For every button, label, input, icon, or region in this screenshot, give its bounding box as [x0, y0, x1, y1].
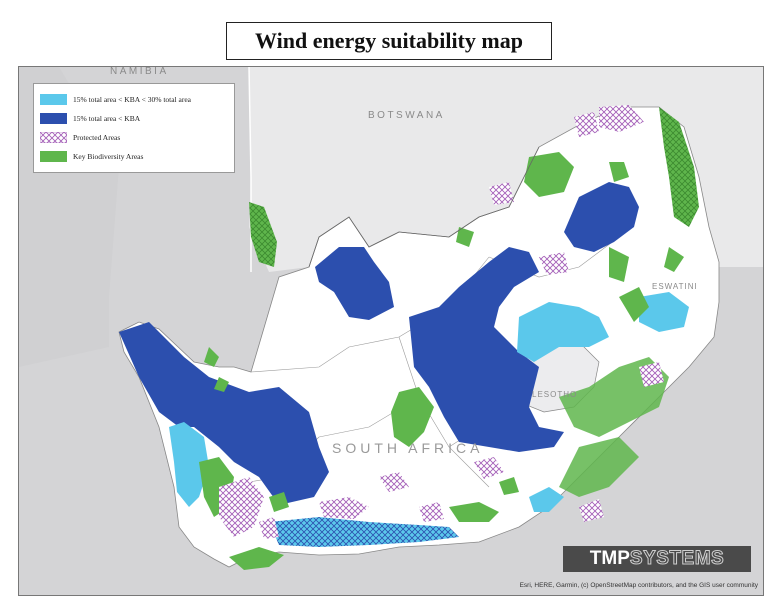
legend-swatch-protected — [40, 132, 67, 143]
legend-label-kba: Key Biodiversity Areas — [73, 152, 144, 161]
map-attribution: Esri, HERE, Garmin, (c) OpenStreetMap co… — [519, 582, 758, 589]
logo-part-1: TMP — [589, 548, 630, 569]
legend-item-protected: Protected Areas — [40, 128, 228, 147]
logo-part-2: SYSTEMS — [629, 548, 725, 570]
label-namibia: NAMIBIA — [110, 66, 169, 77]
label-eswatini: ESWATINI — [652, 282, 698, 291]
label-south-africa: SOUTH AFRICA — [332, 440, 484, 456]
legend-swatch-high — [40, 113, 67, 124]
map-title: Wind energy suitability map — [255, 28, 523, 53]
map-legend: 15% total area < KBA < 30% total area 15… — [33, 83, 235, 173]
label-botswana: BOTSWANA — [368, 110, 445, 121]
legend-swatch-medium — [40, 94, 67, 105]
label-lesotho: LESOTHO — [532, 390, 578, 399]
legend-label-medium: 15% total area < KBA < 30% total area — [73, 95, 192, 104]
tmp-systems-logo: TMP SYSTEMS — [563, 546, 751, 572]
legend-item-high: 15% total area < KBA — [40, 109, 228, 128]
border-namibia — [248, 67, 252, 272]
map-frame — [18, 66, 764, 596]
legend-item-kba: Key Biodiversity Areas — [40, 147, 228, 166]
border-botswana-sa — [308, 146, 540, 268]
legend-swatch-kba — [40, 151, 67, 162]
medium-suitability-areas — [169, 292, 689, 547]
legend-label-protected: Protected Areas — [73, 133, 121, 142]
map-title-box: Wind energy suitability map — [226, 22, 552, 60]
map-canvas — [19, 67, 763, 570]
protected-areas — [219, 105, 664, 539]
high-suitability-areas — [119, 182, 639, 505]
legend-label-high: 15% total area < KBA — [73, 114, 141, 123]
legend-item-medium: 15% total area < KBA < 30% total area — [40, 90, 228, 109]
